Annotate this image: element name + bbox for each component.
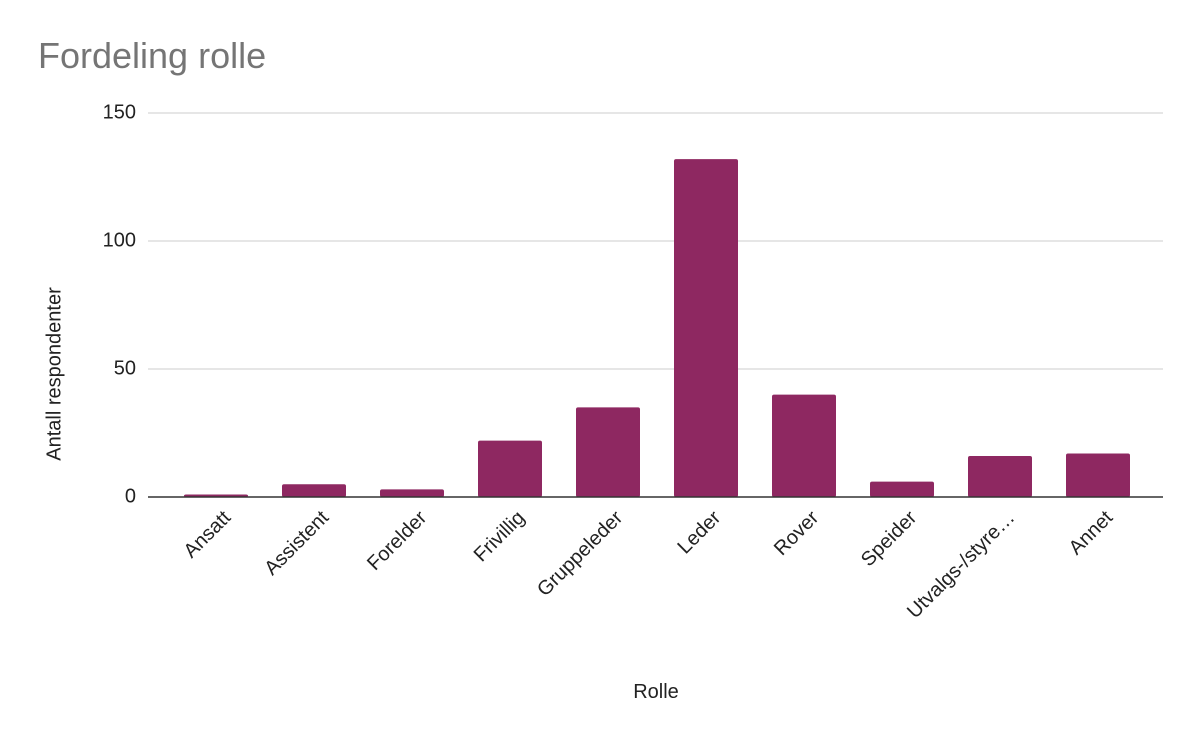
y-axis-title: Antall respondenter — [43, 287, 65, 461]
y-tick-label: 50 — [114, 357, 136, 379]
bar — [282, 484, 346, 497]
bar — [380, 489, 444, 497]
y-tick-label: 100 — [103, 229, 136, 251]
bar — [968, 456, 1032, 497]
x-axis-title: Rolle — [633, 681, 679, 703]
chart-title: Fordeling rolle — [38, 35, 266, 76]
bar — [478, 440, 542, 497]
bar — [576, 407, 640, 497]
y-tick-label: 0 — [125, 485, 136, 507]
bar — [870, 481, 934, 497]
bar — [1066, 453, 1130, 497]
y-tick-label: 150 — [103, 101, 136, 123]
bar — [674, 159, 738, 497]
bar — [772, 394, 836, 497]
